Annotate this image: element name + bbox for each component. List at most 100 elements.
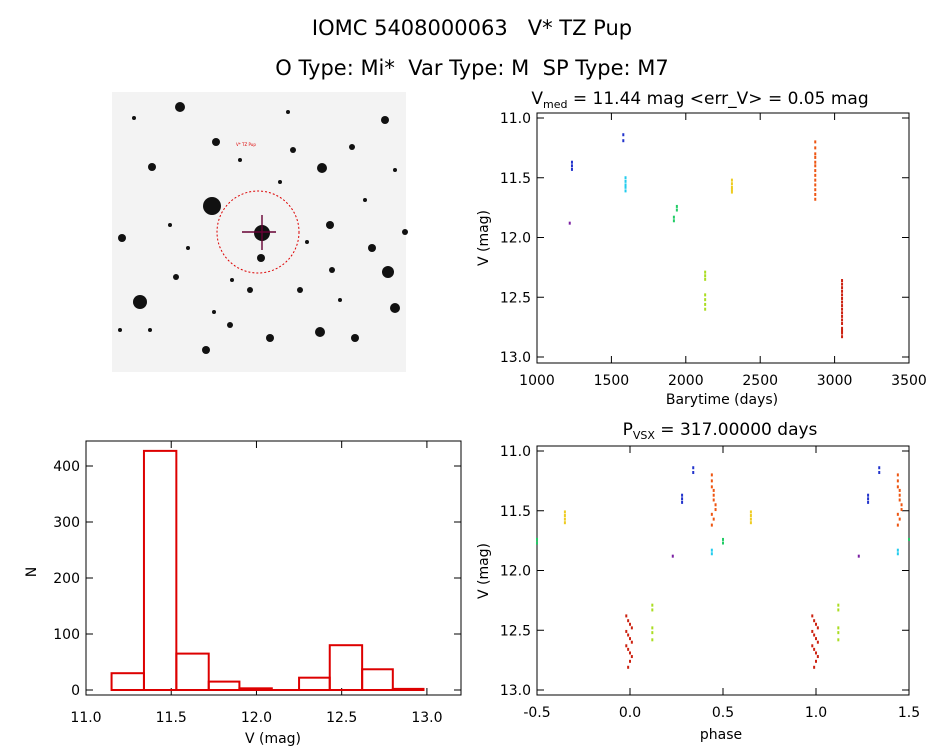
data-point — [811, 614, 814, 618]
histogram-ticks: 11.0 11.5 12.0 12.5 13.0 0 100 200 300 400 — [53, 441, 461, 726]
data-point — [722, 541, 724, 545]
histogram-bar — [391, 687, 425, 692]
data-point — [714, 503, 717, 507]
data-point — [625, 614, 628, 618]
data-point — [896, 485, 899, 489]
data-point — [811, 629, 814, 633]
light-curve-xlabel: Barytime (days) — [666, 392, 778, 408]
data-point — [841, 329, 844, 333]
y-tick-label: 12.0 — [500, 564, 531, 580]
data-point — [651, 631, 654, 635]
data-point — [651, 626, 654, 630]
star — [363, 198, 367, 202]
data-point — [704, 298, 707, 302]
y-tick-label: 13.0 — [500, 350, 531, 366]
data-point — [651, 603, 654, 607]
y-tick-label: 400 — [53, 459, 80, 475]
histogram-plot: 11.0 11.5 12.0 12.5 13.0 0 100 200 300 400 V (mag… — [24, 440, 462, 747]
data-point — [841, 331, 844, 335]
histogram-bar — [238, 687, 273, 692]
star — [286, 110, 290, 114]
data-point — [814, 192, 817, 196]
data-point — [710, 512, 713, 516]
x-tick-label: 3500 — [891, 373, 927, 389]
data-point — [672, 215, 675, 219]
data-point — [813, 647, 816, 651]
data-point — [568, 221, 571, 225]
data-point — [625, 629, 628, 633]
data-point — [624, 185, 627, 189]
phase-curve-xlabel: phase — [700, 727, 742, 743]
data-point — [898, 488, 901, 492]
data-point — [710, 552, 713, 556]
data-point — [867, 493, 870, 497]
star — [390, 303, 400, 313]
data-point — [814, 164, 817, 168]
x-tick-label: 11.5 — [156, 710, 187, 726]
data-point — [813, 633, 816, 637]
star — [290, 147, 296, 153]
data-point — [814, 188, 817, 192]
star — [338, 298, 342, 302]
data-point — [837, 608, 840, 612]
data-point — [841, 289, 844, 293]
star — [402, 229, 408, 235]
data-point — [704, 302, 707, 306]
star — [175, 102, 185, 112]
star-field — [118, 102, 408, 354]
data-point — [815, 622, 817, 626]
histogram-bar — [110, 672, 145, 692]
histogram-frame — [85, 440, 462, 696]
light-curve-ticks: 1000 1500 2000 2500 3000 3500 11.0 11.5 12.0 12.5… — [500, 111, 927, 389]
y-tick-label: 11.0 — [500, 444, 531, 460]
data-point — [722, 537, 724, 541]
star — [247, 287, 253, 293]
histogram-bar — [207, 680, 241, 691]
data-point — [814, 197, 817, 201]
star — [132, 116, 136, 120]
data-point — [841, 304, 844, 308]
star — [168, 223, 172, 227]
data-point — [841, 314, 844, 318]
star — [212, 310, 216, 314]
data-point — [692, 471, 695, 475]
star — [173, 274, 179, 280]
data-point — [629, 659, 631, 663]
data-point — [814, 140, 817, 144]
star — [133, 295, 147, 309]
data-point — [630, 655, 633, 659]
light-curve-frame — [536, 112, 910, 364]
data-point — [841, 286, 844, 290]
data-point — [878, 466, 881, 470]
star — [329, 267, 335, 273]
data-point — [749, 514, 752, 518]
data-point — [841, 300, 844, 304]
data-point — [749, 521, 752, 525]
light-curve-ylabel: V (mag) — [476, 210, 492, 266]
data-point — [704, 307, 707, 311]
data-point — [837, 603, 840, 607]
data-point — [900, 508, 903, 512]
star — [382, 266, 394, 278]
data-point — [837, 626, 840, 630]
data-point — [896, 512, 899, 516]
data-point — [710, 473, 713, 477]
data-point — [841, 322, 844, 326]
data-point — [749, 517, 752, 521]
data-point — [627, 665, 630, 669]
data-point — [898, 493, 901, 497]
histogram-ylabel: N — [24, 567, 40, 577]
star — [230, 278, 234, 282]
x-tick-label: 13.0 — [411, 710, 442, 726]
data-point — [841, 282, 844, 286]
data-point — [704, 293, 707, 297]
data-point — [814, 155, 817, 159]
data-point — [837, 638, 840, 642]
data-point — [811, 644, 814, 648]
data-point — [814, 173, 817, 177]
data-point — [857, 554, 860, 558]
histogram-xlabel: V (mag) — [245, 731, 301, 747]
data-point — [841, 335, 844, 339]
data-point — [704, 274, 707, 278]
data-point — [710, 485, 713, 489]
